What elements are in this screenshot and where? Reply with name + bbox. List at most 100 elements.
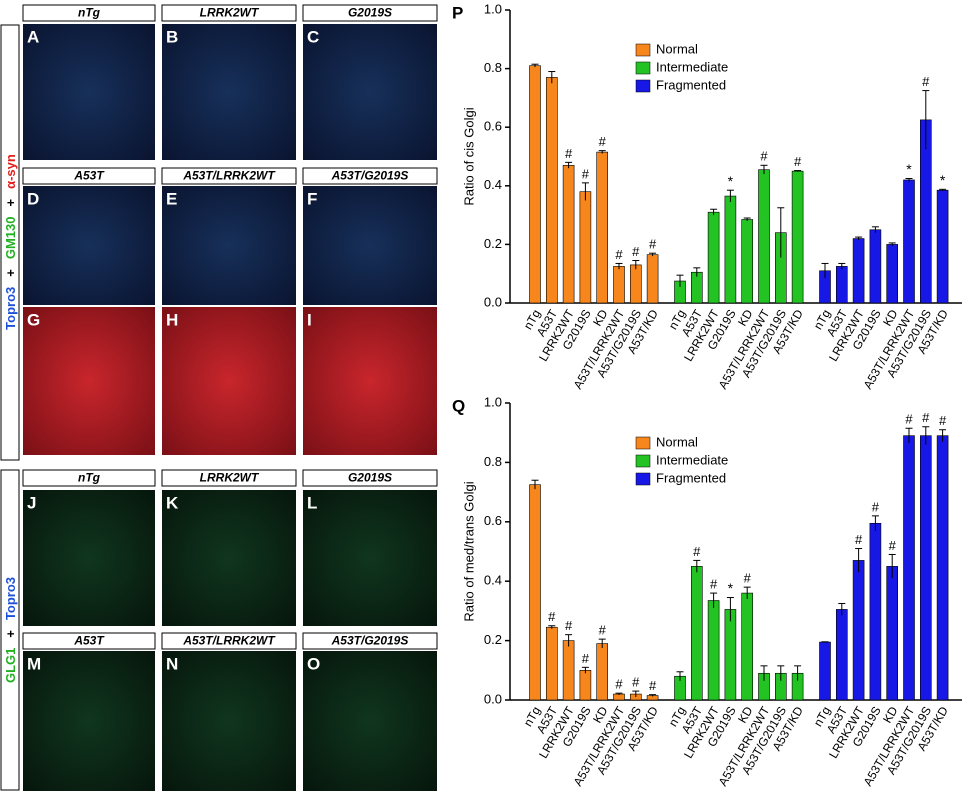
micrograph [23, 307, 155, 455]
bar [741, 219, 754, 304]
micrograph [303, 307, 437, 455]
panel-title: G2019S [348, 6, 392, 20]
panel-title: A53T [73, 634, 105, 648]
micrograph [23, 24, 155, 160]
bar [724, 609, 737, 701]
side-frame [0, 469, 20, 791]
y-tick-label: 0.2 [484, 632, 502, 647]
micrograph [303, 490, 437, 626]
legend-swatch [635, 436, 651, 450]
y-tick-label: 0.0 [484, 691, 502, 706]
significance-marker: # [693, 544, 701, 559]
bar [835, 609, 848, 701]
bar [613, 266, 625, 304]
panel-letter: L [307, 493, 317, 512]
panel-title: nTg [78, 6, 101, 20]
legend-label: Normal [656, 41, 698, 56]
legend-label: Intermediate [656, 452, 728, 467]
bar [545, 626, 558, 701]
chart-panel-letter: P [452, 3, 463, 22]
bar [724, 195, 737, 304]
micrograph [162, 651, 296, 791]
bar [596, 151, 609, 304]
panel-letter: C [307, 27, 319, 46]
side-label-part: Topro3 [3, 287, 18, 330]
side-label-part: + [3, 630, 18, 638]
panel-title-box [161, 4, 297, 22]
y-tick-label: 0.0 [484, 294, 502, 309]
micrograph [303, 24, 437, 160]
y-tick-label: 1.0 [484, 394, 502, 409]
bar [690, 566, 703, 701]
panel-letter: A [27, 27, 39, 46]
significance-marker: # [794, 154, 802, 169]
y-tick-label: 0.6 [484, 119, 502, 134]
panel-title-box [161, 167, 297, 185]
significance-marker: # [582, 166, 590, 181]
legend-label: Fragmented [656, 77, 726, 92]
side-label-part: GLG1 [3, 648, 18, 683]
y-tick-label: 0.8 [484, 454, 502, 469]
panel-title: A53T/G2019S [331, 169, 409, 183]
micrograph [162, 186, 296, 305]
legend-swatch [635, 61, 651, 75]
significance-marker: # [939, 413, 947, 428]
side-label-part: GM130 [3, 217, 18, 260]
panel-letter: E [166, 189, 177, 208]
panel-title-box [302, 4, 438, 22]
significance-marker: # [889, 538, 897, 553]
panel-letter: F [307, 189, 317, 208]
y-tick-label: 0.8 [484, 60, 502, 75]
micrograph [162, 24, 296, 160]
legend-swatch [635, 43, 651, 57]
panel-title-box [161, 632, 297, 650]
significance-marker: # [599, 623, 607, 638]
panel-title: A53T [73, 169, 105, 183]
bar [579, 191, 592, 304]
panel-title-box [161, 469, 297, 487]
y-tick-label: 0.4 [484, 573, 502, 588]
bar [707, 211, 720, 304]
bar [869, 522, 882, 701]
panel-title: nTg [78, 471, 101, 485]
legend-label: Intermediate [656, 59, 728, 74]
panel-letter: D [27, 189, 39, 208]
significance-marker: # [615, 247, 623, 262]
significance-marker: # [744, 571, 752, 586]
bar [886, 244, 899, 304]
bar [707, 600, 720, 701]
bar [903, 435, 915, 701]
significance-marker: # [710, 577, 718, 592]
micrograph [162, 307, 296, 455]
bar [936, 435, 949, 701]
significance-marker: # [565, 146, 573, 161]
bar [835, 266, 848, 304]
micrograph [303, 651, 437, 791]
panel-title-box [22, 167, 156, 185]
side-label: GLG1 + Topro3 [3, 577, 18, 683]
legend-swatch [635, 454, 651, 468]
panel-title: A53T/G2019S [331, 634, 409, 648]
panel-letter: I [307, 310, 312, 329]
panel-title: A53T/LRRK2WT [182, 169, 276, 183]
bar [579, 669, 592, 701]
side-label-part: α-syn [3, 154, 18, 189]
y-axis-label: Ratio of med/trans Golgi [461, 481, 476, 621]
bar [545, 77, 558, 304]
y-tick-label: 1.0 [484, 1, 502, 16]
significance-marker: * [940, 172, 946, 188]
panel-title-box [302, 167, 438, 185]
bar [529, 484, 541, 701]
significance-marker: # [582, 651, 590, 666]
bar [596, 643, 609, 701]
bar [869, 229, 882, 304]
bar [629, 264, 642, 304]
micrograph [23, 490, 155, 626]
panel-title-box [302, 632, 438, 650]
bar [690, 271, 703, 304]
bar [562, 164, 575, 304]
micrograph [23, 651, 155, 791]
side-frame [0, 24, 20, 461]
